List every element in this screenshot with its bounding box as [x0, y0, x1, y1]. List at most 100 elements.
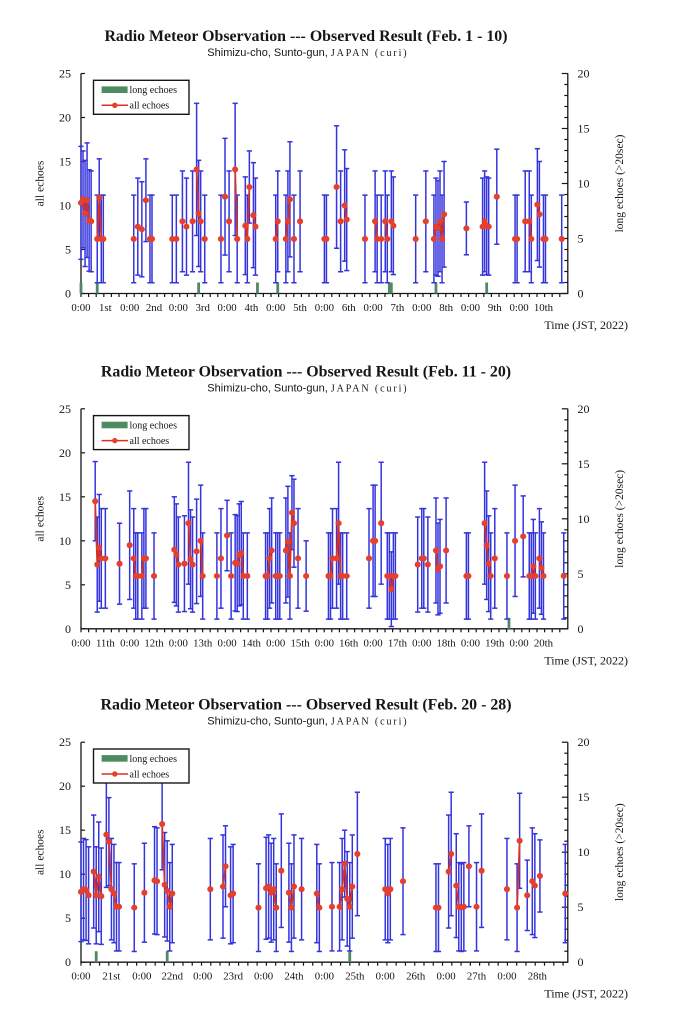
svg-text:0:00: 0:00: [510, 637, 529, 649]
svg-text:7th: 7th: [391, 302, 405, 314]
svg-text:0:00: 0:00: [217, 637, 236, 649]
svg-text:28th: 28th: [528, 971, 548, 983]
svg-text:15: 15: [59, 823, 71, 837]
svg-text:24th: 24th: [284, 971, 304, 983]
svg-text:0:00: 0:00: [315, 302, 334, 314]
svg-text:long echoes (>20sec): long echoes (>20sec): [614, 470, 626, 568]
svg-text:0:00: 0:00: [169, 302, 188, 314]
svg-text:Radio Meteor Observation --- O: Radio Meteor Observation --- Observed Re…: [104, 28, 507, 45]
svg-text:0: 0: [65, 286, 71, 300]
svg-text:Shimizu-cho, Sunto-gun, JAPAN: Shimizu-cho, Sunto-gun, JAPAN (curi): [207, 716, 408, 728]
svg-text:20: 20: [578, 66, 590, 80]
svg-text:10th: 10th: [534, 302, 554, 314]
svg-text:26th: 26th: [406, 971, 426, 983]
svg-text:23rd: 23rd: [223, 971, 243, 983]
svg-text:10: 10: [59, 534, 71, 548]
svg-text:20: 20: [59, 446, 71, 460]
svg-text:Radio Meteor Observation --- O: Radio Meteor Observation --- Observed Re…: [101, 363, 511, 380]
svg-text:long echoes (>20sec): long echoes (>20sec): [614, 803, 626, 901]
svg-text:all echoes: all echoes: [35, 495, 47, 541]
svg-text:9th: 9th: [488, 302, 502, 314]
svg-text:18th: 18th: [436, 637, 456, 649]
svg-text:all echoes: all echoes: [35, 160, 47, 206]
svg-text:13th: 13th: [193, 637, 213, 649]
svg-text:1st: 1st: [99, 302, 112, 314]
svg-text:all echoes: all echoes: [130, 101, 170, 112]
svg-text:0:00: 0:00: [412, 637, 431, 649]
svg-text:2nd: 2nd: [146, 302, 163, 314]
svg-text:long echoes (>20sec): long echoes (>20sec): [614, 134, 626, 232]
svg-text:0:00: 0:00: [266, 637, 285, 649]
svg-text:10: 10: [578, 512, 590, 526]
svg-text:20: 20: [578, 402, 590, 416]
svg-text:10: 10: [59, 867, 71, 881]
svg-text:long echoes: long echoes: [130, 420, 178, 431]
svg-text:5: 5: [65, 911, 71, 925]
svg-text:20: 20: [59, 110, 71, 124]
svg-text:5: 5: [578, 900, 584, 914]
svg-text:14th: 14th: [242, 637, 262, 649]
svg-text:0:00: 0:00: [71, 302, 90, 314]
svg-text:0:00: 0:00: [315, 971, 334, 983]
svg-text:20: 20: [578, 735, 590, 749]
svg-text:25: 25: [59, 735, 71, 749]
svg-text:15: 15: [59, 490, 71, 504]
svg-text:5: 5: [65, 242, 71, 256]
svg-text:20th: 20th: [534, 637, 554, 649]
svg-text:0:00: 0:00: [266, 302, 285, 314]
svg-text:Shimizu-cho, Sunto-gun, JAPAN: Shimizu-cho, Sunto-gun, JAPAN (curi): [207, 47, 408, 59]
svg-text:0: 0: [65, 622, 71, 636]
svg-text:long echoes: long echoes: [130, 85, 178, 96]
svg-text:all echoes: all echoes: [130, 436, 170, 447]
svg-text:0:00: 0:00: [376, 971, 395, 983]
svg-text:20: 20: [59, 779, 71, 793]
svg-text:12th: 12th: [144, 637, 164, 649]
svg-text:0:00: 0:00: [193, 971, 212, 983]
svg-text:0:00: 0:00: [510, 302, 529, 314]
svg-text:10: 10: [578, 176, 590, 190]
svg-text:Time (JST, 2022): Time (JST, 2022): [544, 318, 628, 332]
svg-text:22nd: 22nd: [161, 971, 183, 983]
svg-text:25th: 25th: [345, 971, 365, 983]
svg-text:0: 0: [578, 955, 584, 969]
svg-text:10: 10: [59, 198, 71, 212]
svg-text:all echoes: all echoes: [35, 829, 47, 875]
svg-text:0:00: 0:00: [120, 637, 139, 649]
svg-text:long echoes: long echoes: [130, 754, 178, 765]
svg-text:Shimizu-cho, Sunto-gun, JAPAN: Shimizu-cho, Sunto-gun, JAPAN (curi): [207, 382, 408, 394]
svg-text:0:00: 0:00: [412, 302, 431, 314]
svg-text:Time (JST, 2022): Time (JST, 2022): [544, 987, 628, 1001]
svg-text:15: 15: [578, 790, 590, 804]
svg-text:6th: 6th: [342, 302, 356, 314]
svg-text:27th: 27th: [467, 971, 487, 983]
svg-text:0:00: 0:00: [71, 637, 90, 649]
svg-text:Radio Meteor Observation --- O: Radio Meteor Observation --- Observed Re…: [100, 697, 511, 714]
svg-text:25: 25: [59, 402, 71, 416]
svg-text:11th: 11th: [96, 637, 115, 649]
svg-text:0: 0: [578, 622, 584, 636]
svg-text:0:00: 0:00: [461, 302, 480, 314]
svg-text:0:00: 0:00: [71, 971, 90, 983]
svg-text:0:00: 0:00: [363, 637, 382, 649]
svg-text:3rd: 3rd: [195, 302, 210, 314]
svg-text:5th: 5th: [293, 302, 307, 314]
svg-text:5: 5: [578, 567, 584, 581]
svg-text:5: 5: [578, 231, 584, 245]
svg-text:16th: 16th: [339, 637, 359, 649]
svg-text:4th: 4th: [244, 302, 258, 314]
svg-text:0:00: 0:00: [120, 302, 139, 314]
svg-text:15: 15: [578, 457, 590, 471]
svg-text:8th: 8th: [439, 302, 453, 314]
svg-text:10: 10: [578, 845, 590, 859]
svg-text:0: 0: [65, 955, 71, 969]
svg-text:0:00: 0:00: [497, 971, 516, 983]
svg-text:15: 15: [578, 121, 590, 135]
svg-text:0:00: 0:00: [169, 637, 188, 649]
svg-text:0:00: 0:00: [436, 971, 455, 983]
svg-text:25: 25: [59, 66, 71, 80]
svg-text:Time (JST, 2022): Time (JST, 2022): [544, 653, 628, 667]
svg-text:21st: 21st: [102, 971, 120, 983]
svg-text:0:00: 0:00: [132, 971, 151, 983]
svg-text:0:00: 0:00: [461, 637, 480, 649]
svg-text:17th: 17th: [388, 637, 408, 649]
